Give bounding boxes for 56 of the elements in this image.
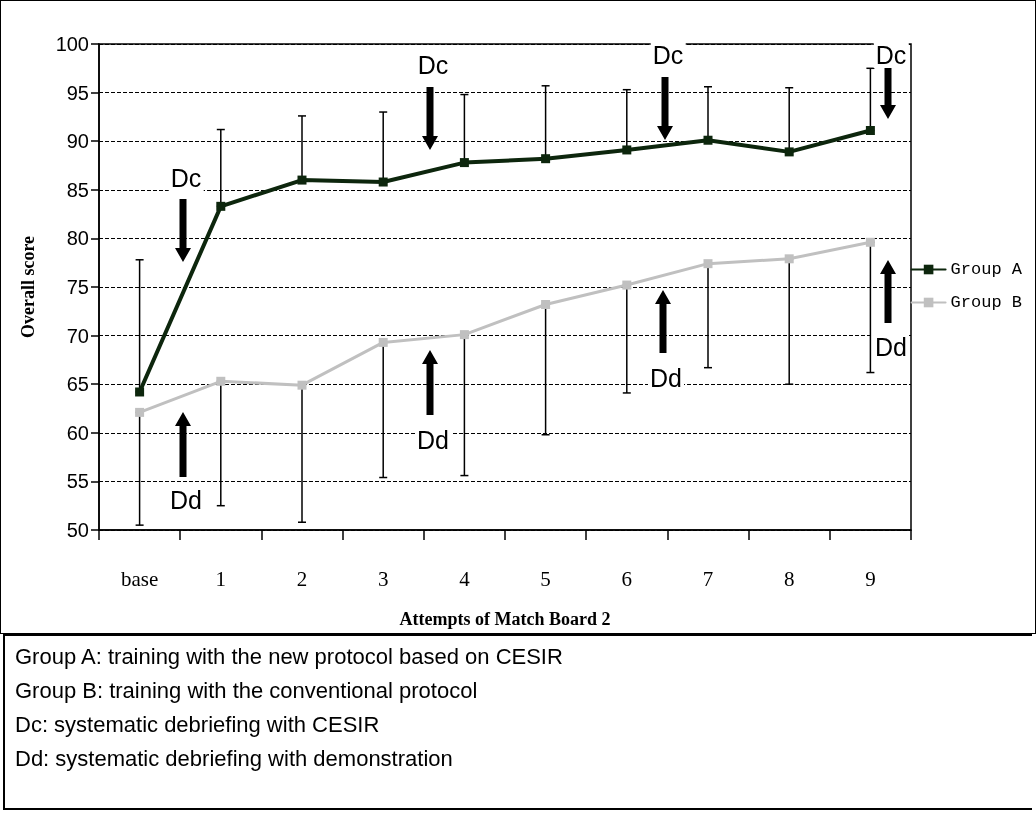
point — [622, 145, 632, 155]
annotation: Dc — [650, 41, 686, 69]
x-tick-label: 2 — [296, 566, 308, 591]
y-tick-label: 100 — [55, 33, 89, 55]
point — [216, 376, 226, 386]
x-axis-title: Attempts of Match Board 2 — [399, 609, 611, 629]
text: Dc: systematic debriefing with CESIR — [15, 711, 381, 739]
y-tick-label: 55 — [66, 470, 89, 493]
point — [865, 126, 875, 136]
x-tick-label: 8 — [783, 566, 795, 591]
point — [297, 175, 307, 185]
y-tick-label: 90 — [66, 130, 89, 153]
point — [703, 259, 713, 269]
point — [297, 380, 307, 390]
y-axis-title: Overall score — [18, 235, 38, 339]
point — [459, 330, 469, 340]
x-tick-label: base — [120, 566, 159, 591]
annotation: Dc — [415, 51, 451, 79]
legend-label: Group A — [950, 260, 1023, 279]
legend-label: Group B — [950, 293, 1023, 312]
y-tick-label: 70 — [66, 324, 89, 347]
point — [378, 337, 388, 347]
text: Group A: training with the new protocol based on CESIR — [15, 643, 564, 671]
point — [459, 158, 469, 168]
annotation: Dc — [168, 164, 204, 192]
annotation: Dd — [648, 364, 684, 392]
y-tick-label: 95 — [66, 81, 89, 104]
annotation: Dd — [415, 426, 451, 454]
point — [378, 177, 388, 187]
annotation: Dd — [168, 486, 204, 514]
y-tick-label: 80 — [66, 227, 89, 250]
annotation: Dc — [873, 41, 909, 69]
y-tick-label: 65 — [66, 373, 89, 396]
point — [216, 201, 226, 211]
x-tick-label: 4 — [459, 566, 471, 591]
y-tick-label: 50 — [66, 519, 89, 541]
x-tick-label: 6 — [621, 566, 633, 591]
annotation: Dd — [873, 333, 909, 361]
x-tick-label: 5 — [540, 566, 551, 591]
x-tick-label: 9 — [865, 566, 876, 591]
point — [622, 280, 632, 290]
y-tick-label: 85 — [66, 178, 89, 201]
point — [865, 237, 875, 247]
point — [784, 147, 794, 157]
point — [135, 387, 145, 397]
text: Group B: training with the conventional protocol — [15, 677, 479, 705]
text: Dd: systematic debriefing with demonstration — [15, 745, 454, 773]
x-tick-label: 3 — [377, 566, 389, 591]
x-tick-label: 7 — [702, 566, 714, 591]
point — [541, 154, 551, 164]
x-tick-label: 1 — [215, 566, 227, 591]
y-tick-label: 75 — [66, 276, 89, 298]
y-tick-label: 60 — [66, 421, 89, 444]
point — [135, 407, 145, 417]
point — [703, 135, 713, 145]
point — [784, 254, 794, 264]
